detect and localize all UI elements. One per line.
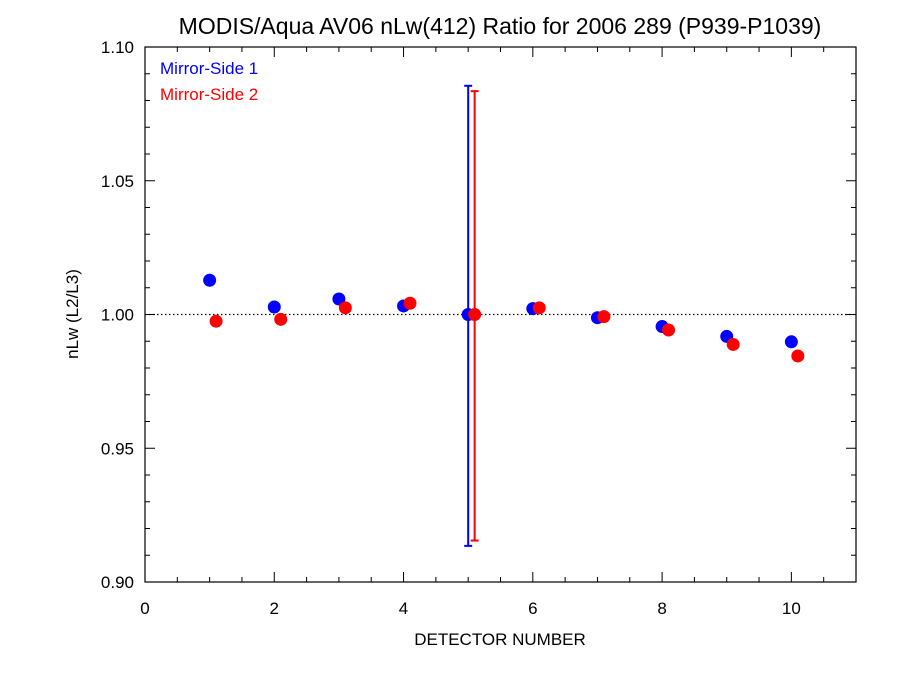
legend-label-mirror-side-1: Mirror-Side 1 bbox=[160, 59, 258, 78]
data-point-series-1 bbox=[784, 335, 798, 349]
y-axis-label: nLw (L2/L3) bbox=[63, 269, 82, 359]
y-tick-label: 1.05 bbox=[101, 172, 134, 191]
data-point-series-2 bbox=[403, 296, 417, 310]
data-points bbox=[203, 273, 805, 363]
x-tick-label: 8 bbox=[657, 599, 666, 618]
data-point-series-2 bbox=[791, 349, 805, 363]
y-tick-label: 0.90 bbox=[101, 573, 134, 592]
data-point-series-2 bbox=[597, 310, 611, 324]
data-point-series-2 bbox=[468, 308, 482, 321]
chart-title: MODIS/Aqua AV06 nLw(412) Ratio for 2006 … bbox=[179, 13, 822, 39]
legend-label-mirror-side-2: Mirror-Side 2 bbox=[160, 85, 258, 104]
x-tick-label: 6 bbox=[528, 599, 537, 618]
y-tick-label: 0.95 bbox=[101, 439, 134, 458]
x-tick-label: 2 bbox=[270, 599, 279, 618]
data-point-series-2 bbox=[532, 301, 546, 315]
x-axis-label: DETECTOR NUMBER bbox=[414, 630, 586, 649]
data-point-series-2 bbox=[662, 323, 676, 337]
data-point-series-1 bbox=[267, 300, 281, 314]
x-tick-label: 4 bbox=[399, 599, 408, 618]
data-point-series-2 bbox=[338, 301, 352, 315]
data-point-series-2 bbox=[209, 314, 223, 328]
y-tick-label: 1.00 bbox=[101, 306, 134, 325]
y-tick-label: 1.10 bbox=[101, 38, 134, 57]
x-tick-label: 10 bbox=[782, 599, 801, 618]
data-point-series-1 bbox=[203, 273, 217, 287]
data-point-series-2 bbox=[726, 337, 740, 351]
axis-ticks bbox=[144, 46, 857, 583]
x-tick-label: 0 bbox=[140, 599, 149, 618]
data-point-series-2 bbox=[274, 312, 288, 326]
